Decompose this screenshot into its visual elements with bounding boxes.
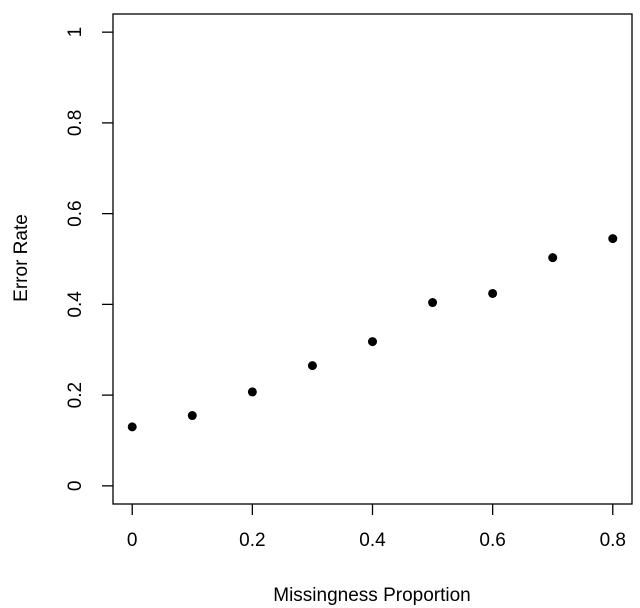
point (127, 422, 137, 432)
x-tick-label: 0 (127, 530, 138, 551)
point (488, 288, 498, 298)
y-tick-label: 0.8 (65, 110, 86, 136)
x-axis-label: Missingness Proportion (273, 585, 470, 606)
x-tick-label: 0.2 (239, 530, 265, 551)
x-tick-label: 0.6 (479, 530, 505, 551)
y-tick-label: 0.4 (65, 291, 86, 318)
point (608, 234, 618, 244)
y-tick-label: 1 (65, 27, 86, 38)
x-tick-label: 0.4 (359, 530, 386, 551)
y-tick-label: 0 (65, 481, 86, 492)
point (187, 411, 197, 421)
y-tick-label: 0.2 (65, 382, 86, 408)
point (307, 361, 317, 371)
y-axis-label: Error Rate (11, 214, 32, 302)
y-tick-label: 0.6 (65, 200, 86, 226)
point (428, 298, 438, 308)
x-tick-label: 0.8 (600, 530, 626, 551)
point (368, 337, 377, 347)
point (548, 253, 558, 263)
point (247, 387, 257, 397)
